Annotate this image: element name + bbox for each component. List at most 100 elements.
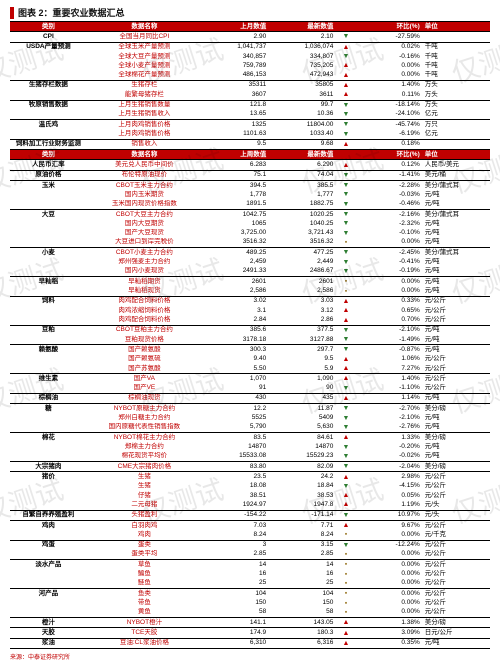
cell-category [10,355,87,364]
cell-last: 10.36 [269,110,336,120]
cell-category [10,530,87,540]
cell-prev: 2.85 [202,550,269,560]
cell-category [10,190,87,199]
cell-change: -2.45% [356,248,423,258]
trend-arrow-icon: ▼ [336,345,355,355]
cell-unit: 美分/磅 [423,618,490,628]
cell-category [10,306,87,315]
trend-arrow-icon: ▼ [336,248,355,258]
cell-last: 3.15 [269,540,336,550]
cell-prev: 13.65 [202,110,269,120]
cell-change: 1.33% [356,433,423,443]
cell-last: 35805 [269,80,336,90]
cell-prev: 7.03 [202,520,269,530]
col-last: 最新数值 [269,150,336,160]
cell-category [10,71,87,81]
cell-unit: 日元/公斤 [423,628,490,638]
trend-arrow-icon: ▼ [336,414,355,423]
cell-change: -2.76% [356,423,423,433]
cell-unit: 元/吨 [423,423,490,433]
cell-unit: 元/吨 [423,345,490,355]
cell-name: TCE天胶 [87,628,202,638]
col-prev: 上周数值 [202,150,269,160]
cell-last: 8.24 [269,530,336,540]
cell-last: 1,090 [269,374,336,384]
cell-change: 0.00% [356,560,423,570]
cell-change: 1.40% [356,374,423,384]
cell-category [10,579,87,589]
cell-category: 猪价 [10,472,87,482]
trend-arrow-icon: ▼ [336,209,355,219]
cell-prev: 1065 [202,219,269,228]
cell-unit: 元/吨 [423,638,490,648]
cell-change: 0.02% [356,42,423,52]
trend-arrow-icon: ▪ [336,286,355,296]
trend-arrow-icon: ▲ [336,80,355,90]
cell-prev: 38.51 [202,491,269,500]
cell-prev: 83.5 [202,433,269,443]
cell-last: 3127.88 [269,335,336,345]
cell-name: 豆油:CL浆油价格 [87,638,202,648]
cell-name: 肉鸡配合饲料价格 [87,296,202,306]
trend-arrow-icon: ▪ [336,277,355,287]
cell-unit [423,139,490,149]
cell-category [10,491,87,500]
cell-category [10,258,87,267]
cell-prev: 6.283 [202,160,269,170]
trend-arrow-icon: ▼ [336,404,355,414]
cell-unit: 元/公斤 [423,315,490,325]
cell-prev: 35311 [202,80,269,90]
cell-prev: 174.9 [202,628,269,638]
cell-unit: 元/公斤 [423,374,490,384]
table-row: 蛋类平均2.852.85▪0.00%元/公斤 [10,550,490,560]
title-accent-bar [10,7,14,19]
table-row: 上月肉鸡销售价格1101.631033.40▼-6.19%亿元 [10,129,490,139]
cell-unit: 万头 [423,80,490,90]
col-name: 数据名称 [87,22,202,32]
cell-name: 棕榈油现货 [87,393,202,403]
cell-change: -1.49% [356,335,423,345]
cell-category: 原油价格 [10,170,87,180]
cell-unit: 元/吨 [423,393,490,403]
cell-prev: 58 [202,608,269,618]
cell-name: 头猪盈利 [87,510,202,520]
cell-prev: 15533.08 [202,452,269,462]
cell-name: 带鱼 [87,598,202,607]
cell-category [10,482,87,491]
cell-category [10,229,87,238]
table-row: 生猪18.0818.84▼-4.15%元/公斤 [10,482,490,491]
table-row: 能繁母猪存栏36073611▲0.11%万头 [10,90,490,100]
trend-arrow-icon: ▲ [336,61,355,70]
table-row: 全球小麦产量预测759,789735,205▲0.00%千吨 [10,61,490,70]
cell-change: 0.00% [356,61,423,70]
cell-last: 82.09 [269,462,336,472]
cell-category [10,238,87,248]
cell-category [10,61,87,70]
cell-change: 0.00% [356,589,423,599]
trend-arrow-icon: ▪ [336,550,355,560]
cell-category [10,286,87,296]
table-row: 早籼稻早籼稻期货26012601▪0.00%元/吨 [10,277,490,287]
cell-change: -27.59% [356,32,423,42]
table-row: 肉鸡浓缩饲料价格3.13.12▲0.65%元/公斤 [10,306,490,315]
cell-name: 国内原糖代表性销售指数 [87,423,202,433]
cell-last: 297.7 [269,345,336,355]
cell-last: 14 [269,560,336,570]
cell-unit: 亿元 [423,110,490,120]
cell-category [10,608,87,618]
cell-category: 糖 [10,404,87,414]
cell-name: 早籼稻期货 [87,277,202,287]
cell-prev: 2601 [202,277,269,287]
table-row: 大宗猪肉CME大宗猪肉价格83.8082.09▼-2.04%美分/磅 [10,462,490,472]
cell-last: 5409 [269,414,336,423]
cell-category: 大豆 [10,209,87,219]
trend-arrow-icon: ▼ [336,384,355,394]
cell-prev: 2,459 [202,258,269,267]
cell-category [10,364,87,374]
table-row: 国产赖氨硫9.409.5▲1.06%元/公斤 [10,355,490,364]
trend-arrow-icon: ▲ [336,139,355,149]
cell-category [10,335,87,345]
cell-change: 1.14% [356,393,423,403]
trend-arrow-icon: ▲ [336,618,355,628]
cell-name: 国产大豆现货 [87,229,202,238]
